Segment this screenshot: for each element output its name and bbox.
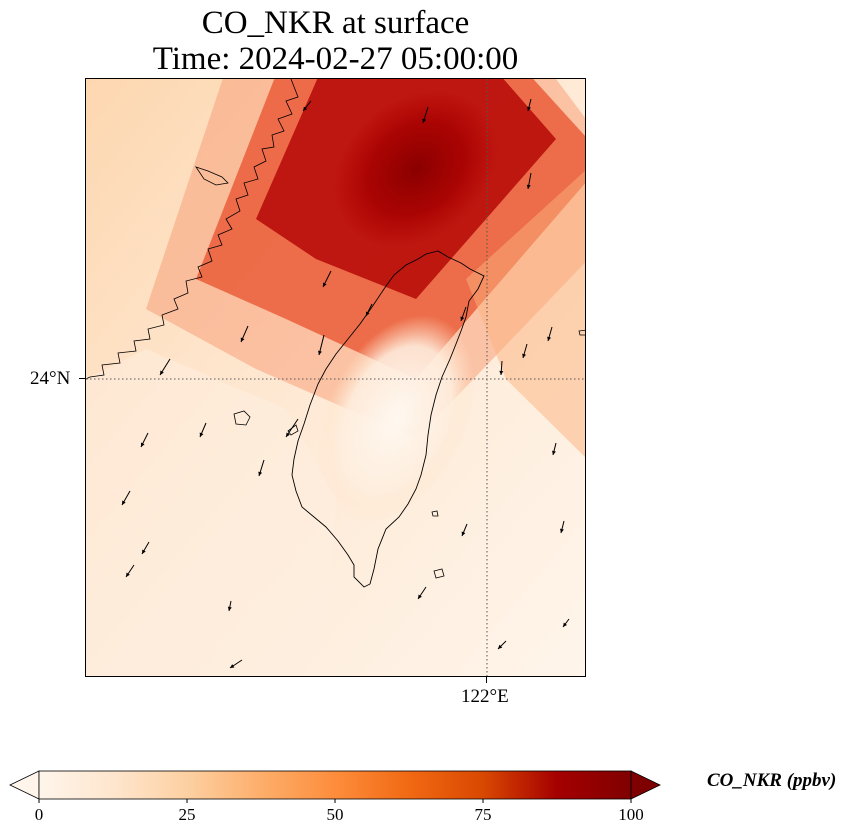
wind-arrow-head <box>258 471 263 476</box>
orchid-island <box>433 568 445 579</box>
wind-arrow-head <box>286 432 290 437</box>
colorbar-min-extend <box>9 770 40 800</box>
colorbar-tick-label: 75 <box>474 805 492 824</box>
wind-arrow-head <box>552 450 556 455</box>
wind-arrow-head <box>418 594 422 599</box>
map-panel <box>85 78 586 677</box>
colorbar <box>9 770 661 803</box>
wind-arrow-head <box>560 528 564 533</box>
lat-tick-mark <box>79 378 85 379</box>
wind-arrow-head <box>230 664 235 668</box>
wind-arrow-head <box>227 606 232 611</box>
wind-arrow-head <box>199 432 204 437</box>
colorbar-tick-label: 50 <box>326 805 344 824</box>
wind-arrow-head <box>522 353 527 358</box>
wind-arrow-head <box>563 622 567 627</box>
plume-core <box>333 90 499 248</box>
wind-arrow-head <box>499 370 504 375</box>
lat-tick-label: 24°N <box>30 368 71 389</box>
wind-arrow-head <box>142 549 146 554</box>
wind-arrow-head <box>126 572 130 577</box>
wind-arrow-head <box>141 442 145 447</box>
wind-arrow-head <box>526 184 531 189</box>
map-subtitle-time: Time: 2024-02-27 05:00:00 <box>152 41 519 77</box>
colorbar-gradient <box>38 770 632 800</box>
clean-air-patch <box>317 315 475 523</box>
wind-arrow-head <box>318 350 322 355</box>
wind-arrow-head <box>527 106 531 111</box>
wind-vector-layer <box>121 98 570 669</box>
green-island <box>431 510 439 517</box>
yonaguni-island <box>578 329 585 336</box>
clean-air-southwest <box>86 349 336 676</box>
colorbar-max-extend <box>630 770 661 800</box>
small-island <box>287 424 299 436</box>
plume-east-fringe <box>466 170 585 458</box>
map-title: CO_NKR at surface <box>201 5 470 41</box>
taiwan-coastline <box>291 250 485 588</box>
penghu-islands <box>233 410 251 426</box>
colorbar-tick-label: 100 <box>618 805 644 824</box>
wind-arrow-head <box>547 336 552 341</box>
island-outline <box>195 166 229 186</box>
wind-arrow-head <box>461 531 466 536</box>
wind-arrow-head <box>303 106 308 111</box>
lon-tick-mark <box>486 677 487 683</box>
wind-arrow-head <box>240 337 245 342</box>
wind-arrow-head <box>366 311 370 316</box>
wind-arrow-head <box>422 118 427 123</box>
china-coastline <box>86 79 299 380</box>
colorbar-tick-label: 25 <box>178 805 196 824</box>
wind-arrow-head <box>122 500 126 505</box>
colorbar-tick-label: 0 <box>34 805 44 824</box>
lon-tick-label: 122°E <box>461 686 509 707</box>
wind-arrow-head <box>160 370 164 375</box>
wind-arrow-head <box>498 644 503 649</box>
map-canvas <box>86 79 585 676</box>
wind-arrow-head <box>460 316 465 321</box>
colorbar-unit-label: CO_NKR (ppbv) <box>707 770 837 791</box>
wind-arrow-head <box>323 282 327 287</box>
